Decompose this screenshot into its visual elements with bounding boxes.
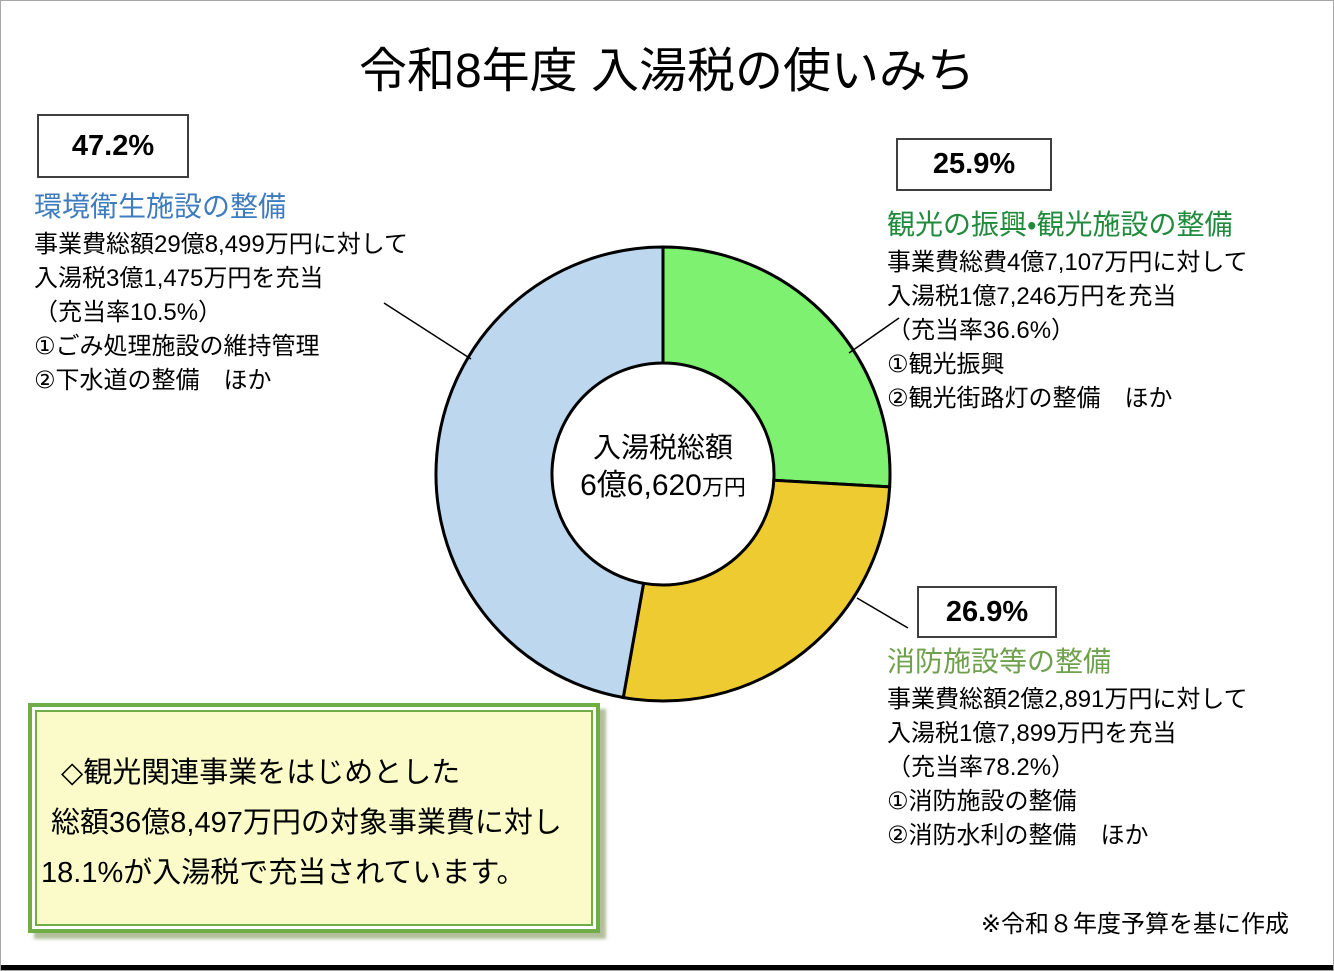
donut-segment — [434, 245, 665, 700]
donut-segment — [661, 245, 892, 489]
section-kankyo-line: ②下水道の整備 ほか — [34, 367, 272, 394]
section-kankyo-heading: 環境衛生施設の整備 — [34, 191, 287, 222]
section-shobo-line: ②消防水利の整備 ほか — [887, 822, 1149, 849]
section-kankyo-line: ①ごみ処理施設の維持管理 — [34, 333, 320, 360]
percent-value-kankyo: 47.2% — [71, 129, 155, 162]
footnote: ※令和８年度予算を基に作成 — [980, 911, 1289, 938]
bottom-border — [1, 965, 1333, 970]
section-kanko-heading: 観光の振興・観光施設の整備 — [887, 209, 1233, 240]
section-shobo-line: （充当率78.2%） — [887, 754, 1076, 781]
section-shobo-line: 入湯税1億7,899万円を充当 — [887, 720, 1177, 747]
summary-note-line: ◇観光関連事業をはじめとした — [61, 757, 461, 789]
page-title: 令和8年度 入湯税の使いみち — [358, 45, 976, 98]
section-kanko: 観光の振興・観光施設の整備 事業費総費4億7,107万円に対して 入湯税1億7,… — [887, 207, 1248, 416]
percent-value-shobo: 26.9% — [945, 595, 1029, 628]
center-label-title: 入湯税総額 — [592, 432, 733, 463]
leader-line-kanko — [848, 317, 900, 354]
percent-box-kanko: 25.9% — [896, 138, 1052, 191]
percent-value-kanko: 25.9% — [932, 148, 1016, 180]
section-kanko-line: 事業費総費4億7,107万円に対して — [887, 249, 1248, 276]
section-shobo-heading: 消防施設等の整備 — [887, 646, 1112, 677]
center-unit: 万円 — [701, 475, 746, 500]
summary-note-inner: ◇観光関連事業をはじめとした 総額36億8,497万円の対象事業費に対し 18.… — [35, 710, 593, 926]
summary-note-line: 総額36億8,497万円の対象事業費に対し — [51, 807, 562, 839]
center-amount: 6億6,620 — [580, 469, 702, 502]
section-kanko-line: ①観光振興 — [887, 351, 1005, 378]
section-shobo-line: ①消防施設の整備 — [887, 788, 1077, 815]
donut-segments — [434, 245, 892, 703]
donut-segment — [621, 478, 892, 703]
percent-box-kankyo: 47.2% — [37, 114, 189, 178]
section-kanko-line: 入湯税1億7,246万円を充当 — [887, 283, 1177, 310]
leader-line-shobo — [856, 597, 909, 629]
percent-box-shobo: 26.9% — [917, 586, 1057, 638]
section-kankyo: 環境衛生施設の整備 事業費総額29億8,499万円に対して 入湯税3億1,475… — [34, 189, 408, 398]
section-kanko-line: （充当率36.6%） — [887, 317, 1076, 344]
center-label-amount-line: 6億6,620万円 — [533, 467, 793, 507]
summary-note-line: 18.1%が入湯税で充当されています。 — [41, 857, 526, 889]
section-shobo: 消防施設等の整備 事業費総額2億2,891万円に対して 入湯税1億7,899万円… — [887, 644, 1248, 853]
leader-line-kankyo — [383, 302, 472, 360]
section-shobo-line: 事業費総額2億2,891万円に対して — [887, 686, 1248, 713]
donut-center-label: 入湯税総額 6億6,620万円 — [533, 429, 793, 507]
section-kankyo-line: 入湯税3億1,475万円を充当 — [34, 265, 324, 292]
section-kanko-line: ②観光街路灯の整備 ほか — [887, 385, 1173, 412]
summary-note-box: ◇観光関連事業をはじめとした 総額36億8,497万円の対象事業費に対し 18.… — [28, 703, 600, 933]
section-kankyo-line: 事業費総額29億8,499万円に対して — [34, 231, 409, 258]
section-kankyo-line: （充当率10.5%） — [34, 299, 223, 326]
